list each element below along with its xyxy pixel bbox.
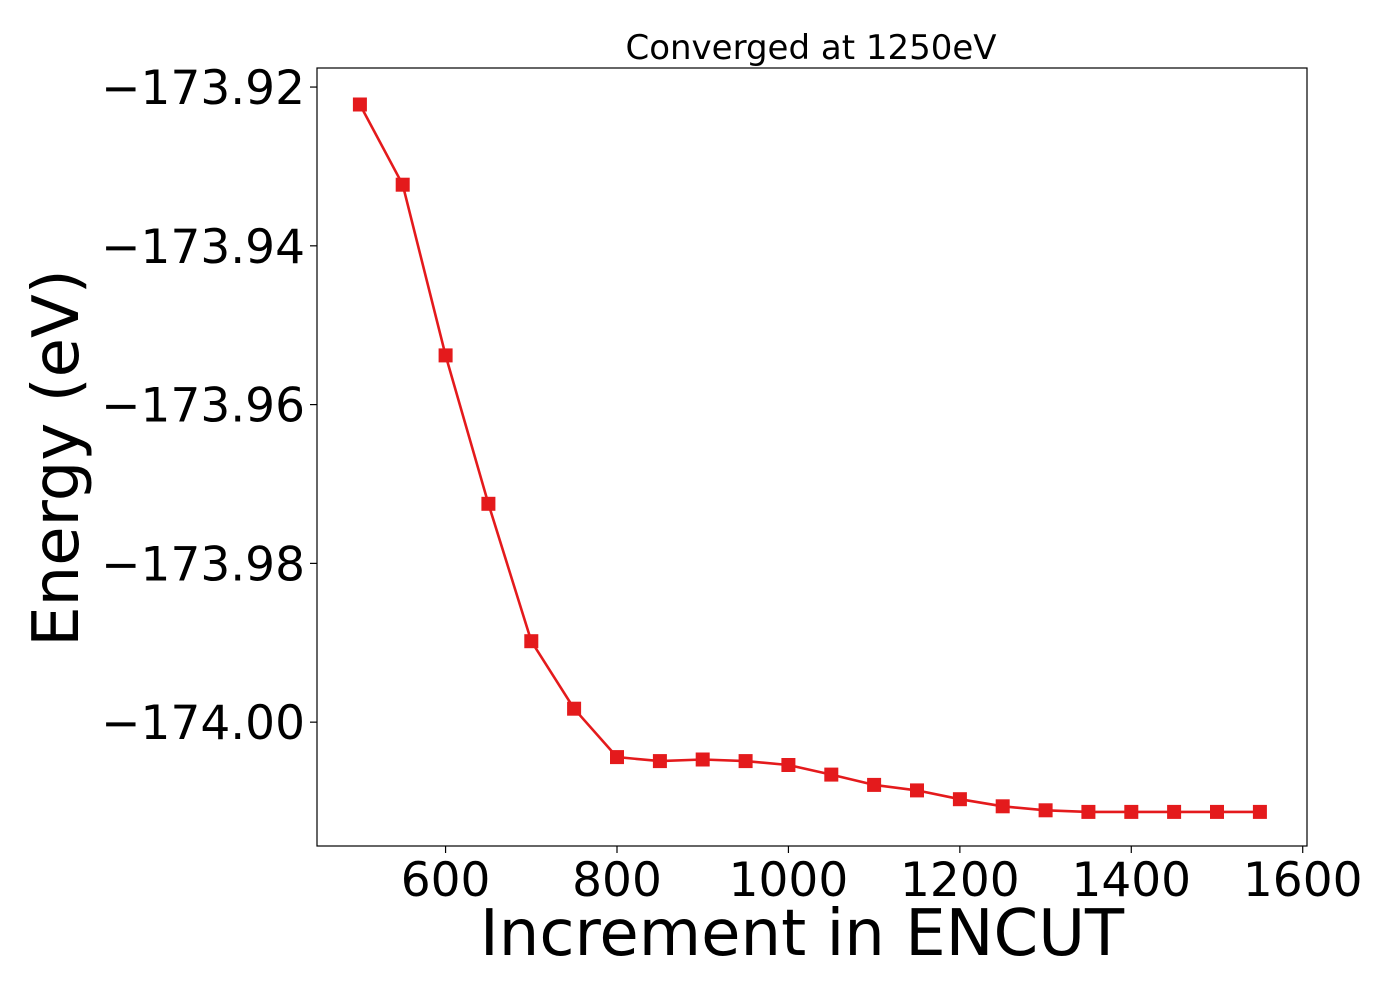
data-point-marker xyxy=(567,701,582,716)
y-tick-label: −173.96 xyxy=(101,379,305,434)
data-point-marker xyxy=(1210,804,1224,819)
data-point-marker xyxy=(1252,804,1267,819)
y-tick-label: −173.94 xyxy=(101,220,305,275)
data-point-marker xyxy=(995,799,1010,814)
chart-title: Converged at 1250eV xyxy=(625,28,996,68)
x-tick-label: 1200 xyxy=(900,853,1020,908)
data-point-marker xyxy=(352,97,367,112)
data-point-marker xyxy=(652,754,667,769)
y-tick-label: −174.00 xyxy=(101,696,305,751)
data-point-marker xyxy=(910,783,924,798)
x-tick-label: 1000 xyxy=(729,853,849,908)
data-point-marker xyxy=(867,777,882,792)
data-point-marker xyxy=(824,767,839,782)
data-point-marker xyxy=(695,752,710,767)
y-tick-label: −173.98 xyxy=(101,537,305,592)
data-point-marker xyxy=(438,348,453,363)
data-point-marker xyxy=(610,750,624,765)
x-tick-label: 800 xyxy=(572,853,662,908)
data-point-marker xyxy=(1081,804,1096,819)
data-point-marker xyxy=(781,758,796,772)
y-axis-label: Energy (eV) xyxy=(20,269,94,647)
data-point-marker xyxy=(1124,804,1139,819)
data-point-marker xyxy=(1167,804,1182,819)
y-tick-label: −173.92 xyxy=(101,61,305,116)
x-tick-label: 1400 xyxy=(1071,853,1191,908)
data-point-marker xyxy=(524,634,539,649)
series-layer xyxy=(352,97,1267,819)
data-point-marker xyxy=(738,754,753,769)
data-point-marker xyxy=(952,792,967,807)
x-tick-label: 1600 xyxy=(1243,853,1363,908)
x-axis-label: Increment in ENCUT xyxy=(480,897,1125,971)
y-axis: −173.92 −173.94 −173.96 −173.98 −174.00 xyxy=(101,61,317,751)
data-point-marker xyxy=(1038,803,1053,818)
x-axis: 600 800 1000 1200 1400 1600 xyxy=(401,846,1363,908)
data-point-marker xyxy=(395,177,410,192)
data-point-marker xyxy=(481,496,496,511)
series-line xyxy=(358,103,1260,814)
plot-area-frame xyxy=(316,67,1308,847)
x-tick-label: 600 xyxy=(401,853,491,908)
